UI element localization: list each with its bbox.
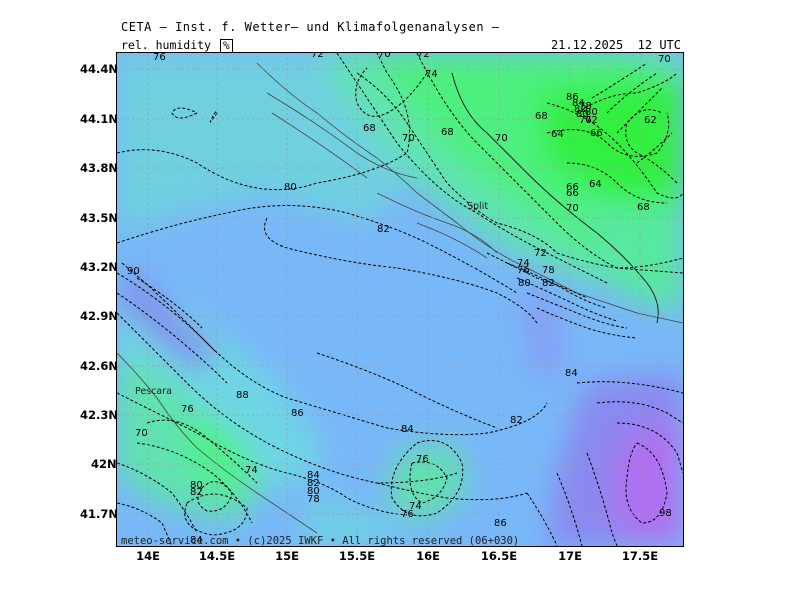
lat-label: 41.7N <box>80 507 118 521</box>
contour-label: 72 <box>311 53 324 60</box>
humidity-isolines <box>117 53 683 546</box>
contour-label: 80 <box>585 107 598 118</box>
lat-label: 44.4N <box>80 62 118 76</box>
contour-label: 82 <box>510 415 523 426</box>
contour-label: 90 <box>127 266 140 277</box>
contour-label: 80 <box>576 109 589 120</box>
coastline <box>117 62 683 534</box>
contour-label: 70 <box>658 54 671 65</box>
contour-label: 80 <box>518 278 531 289</box>
parameter-name: rel. humidity % <box>121 38 233 53</box>
contour-label: 64 <box>589 179 602 190</box>
contour-label: 82 <box>574 104 587 115</box>
contour-label: 62 <box>644 115 657 126</box>
contour-label: 86 <box>566 92 579 103</box>
contour-label: 66 <box>566 188 579 199</box>
map-title: CETA — Inst. f. Wetter— und Klimafolgena… <box>121 20 500 34</box>
lon-label: 14E <box>136 549 160 563</box>
contour-label: 76 <box>579 115 592 126</box>
contour-label: 80 <box>284 182 297 193</box>
lat-label: 42.6N <box>80 359 118 373</box>
contour-label: 66 <box>590 128 603 139</box>
contour-label: 68 <box>441 127 454 138</box>
lon-label: 16.5E <box>480 549 518 563</box>
contour-label: 86 <box>494 518 507 529</box>
lat-label: 43.5N <box>80 211 118 225</box>
contour-label: 70 <box>378 53 391 60</box>
contour-label: 70 <box>566 203 579 214</box>
contour-label: 76 <box>401 509 414 520</box>
lat-label: 44.1N <box>80 112 118 126</box>
contour-label: 72 <box>534 248 547 259</box>
contour-label: 70 <box>135 428 148 439</box>
contour-label: 66 <box>566 182 579 193</box>
contour-label: 76 <box>181 404 194 415</box>
contour-label: 84 <box>307 470 320 481</box>
contour-label: 68 <box>535 111 548 122</box>
lat-label: 42.3N <box>80 408 118 422</box>
contour-label: 84 <box>572 98 585 109</box>
lat-label: 43.2N <box>80 260 118 274</box>
contour-label: 76 <box>416 454 429 465</box>
contour-label: 70 <box>402 133 415 144</box>
unit-box: % <box>219 39 233 53</box>
lon-label: 17.5E <box>621 549 659 563</box>
contour-label: 84 <box>401 424 414 435</box>
map-svg: 76 72 70 74 72 70 68 70 68 70 68 64 66 8… <box>117 53 683 546</box>
contour-label: 72 <box>417 53 430 60</box>
contour-label: 84 <box>565 368 578 379</box>
copyright-notice: meteo-service.com • (c)2025 IWKF • All r… <box>121 535 520 547</box>
country-border <box>451 72 659 324</box>
lat-label: 42.9N <box>80 309 118 323</box>
contour-label: 80 <box>190 480 203 491</box>
contour-label: 76 <box>153 53 166 63</box>
contour-label: 86 <box>291 408 304 419</box>
contour-label: 74 <box>517 258 530 269</box>
city-label-split: Split <box>467 201 488 212</box>
contour-label: 82 <box>542 278 555 289</box>
contour-label: 82 <box>190 487 203 498</box>
contour-label: 84 <box>190 535 203 546</box>
contour-label: 70 <box>495 133 508 144</box>
contour-labels: 76 72 70 74 72 70 68 70 68 70 68 64 66 8… <box>127 53 672 546</box>
valid-time: 21.12.2025 12 UTC <box>550 38 681 52</box>
map-header-row: rel. humidity % 21.12.2025 12 UTC <box>117 37 683 53</box>
lat-label: 43.8N <box>80 161 118 175</box>
contour-label: 74 <box>425 69 438 80</box>
contour-label: 64 <box>551 129 564 140</box>
contour-label: 78 <box>542 265 555 276</box>
contour-label: 82 <box>377 224 390 235</box>
contour-label: 98 <box>659 508 672 519</box>
humidity-map: 76 72 70 74 72 70 68 70 68 70 68 64 66 8… <box>117 53 683 546</box>
region-label: Pescara <box>135 386 172 397</box>
contour-label: 72 <box>585 115 598 126</box>
lat-label: 42N <box>91 457 117 471</box>
lon-label: 14.5E <box>198 549 236 563</box>
lon-label: 15.5E <box>338 549 376 563</box>
lon-label: 17E <box>558 549 582 563</box>
lon-label: 16E <box>416 549 440 563</box>
contour-label: 76 <box>517 265 530 276</box>
lat-lon-grid <box>117 53 683 546</box>
contour-label: 78 <box>579 101 592 112</box>
contour-label: 80 <box>307 486 320 497</box>
parameter-label: rel. humidity <box>121 38 212 52</box>
contour-label: 74 <box>409 501 422 512</box>
contour-label: 74 <box>245 465 258 476</box>
contour-label: 82 <box>307 478 320 489</box>
lon-label: 15E <box>275 549 299 563</box>
contour-label: 68 <box>363 123 376 134</box>
contour-label: 88 <box>236 390 249 401</box>
contour-label: 68 <box>637 202 650 213</box>
contour-label: 78 <box>307 494 320 505</box>
humidity-fill <box>117 53 683 546</box>
